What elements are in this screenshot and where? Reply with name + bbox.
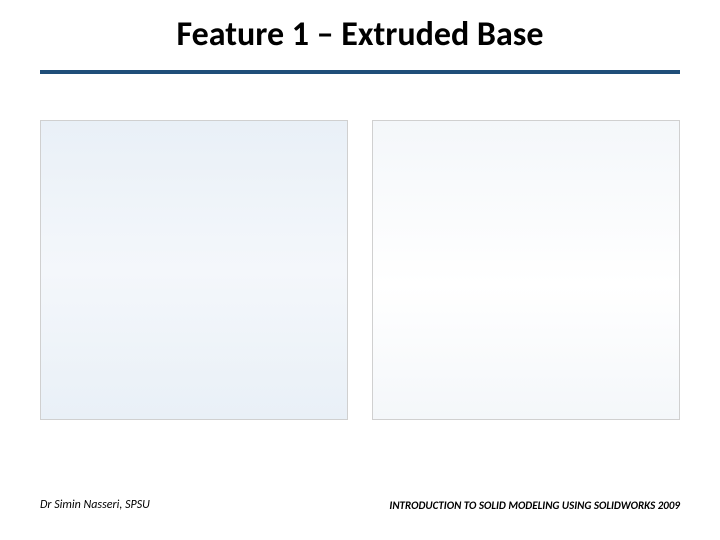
footer-author: Dr Simin Nasseri, SPSU: [40, 498, 150, 512]
page-title: Feature 1 – Extruded Base: [0, 14, 720, 55]
figure-left-bg: [41, 121, 347, 419]
footer-course-title: INTRODUCTION TO SOLID MODELING USING SOL…: [389, 499, 680, 512]
figure-right: [372, 120, 680, 420]
figure-left: ⌀5.500: [40, 120, 348, 420]
figure-right-bg: [373, 121, 679, 419]
figure-row: ⌀5.500: [40, 120, 680, 420]
title-underline: [40, 70, 680, 74]
